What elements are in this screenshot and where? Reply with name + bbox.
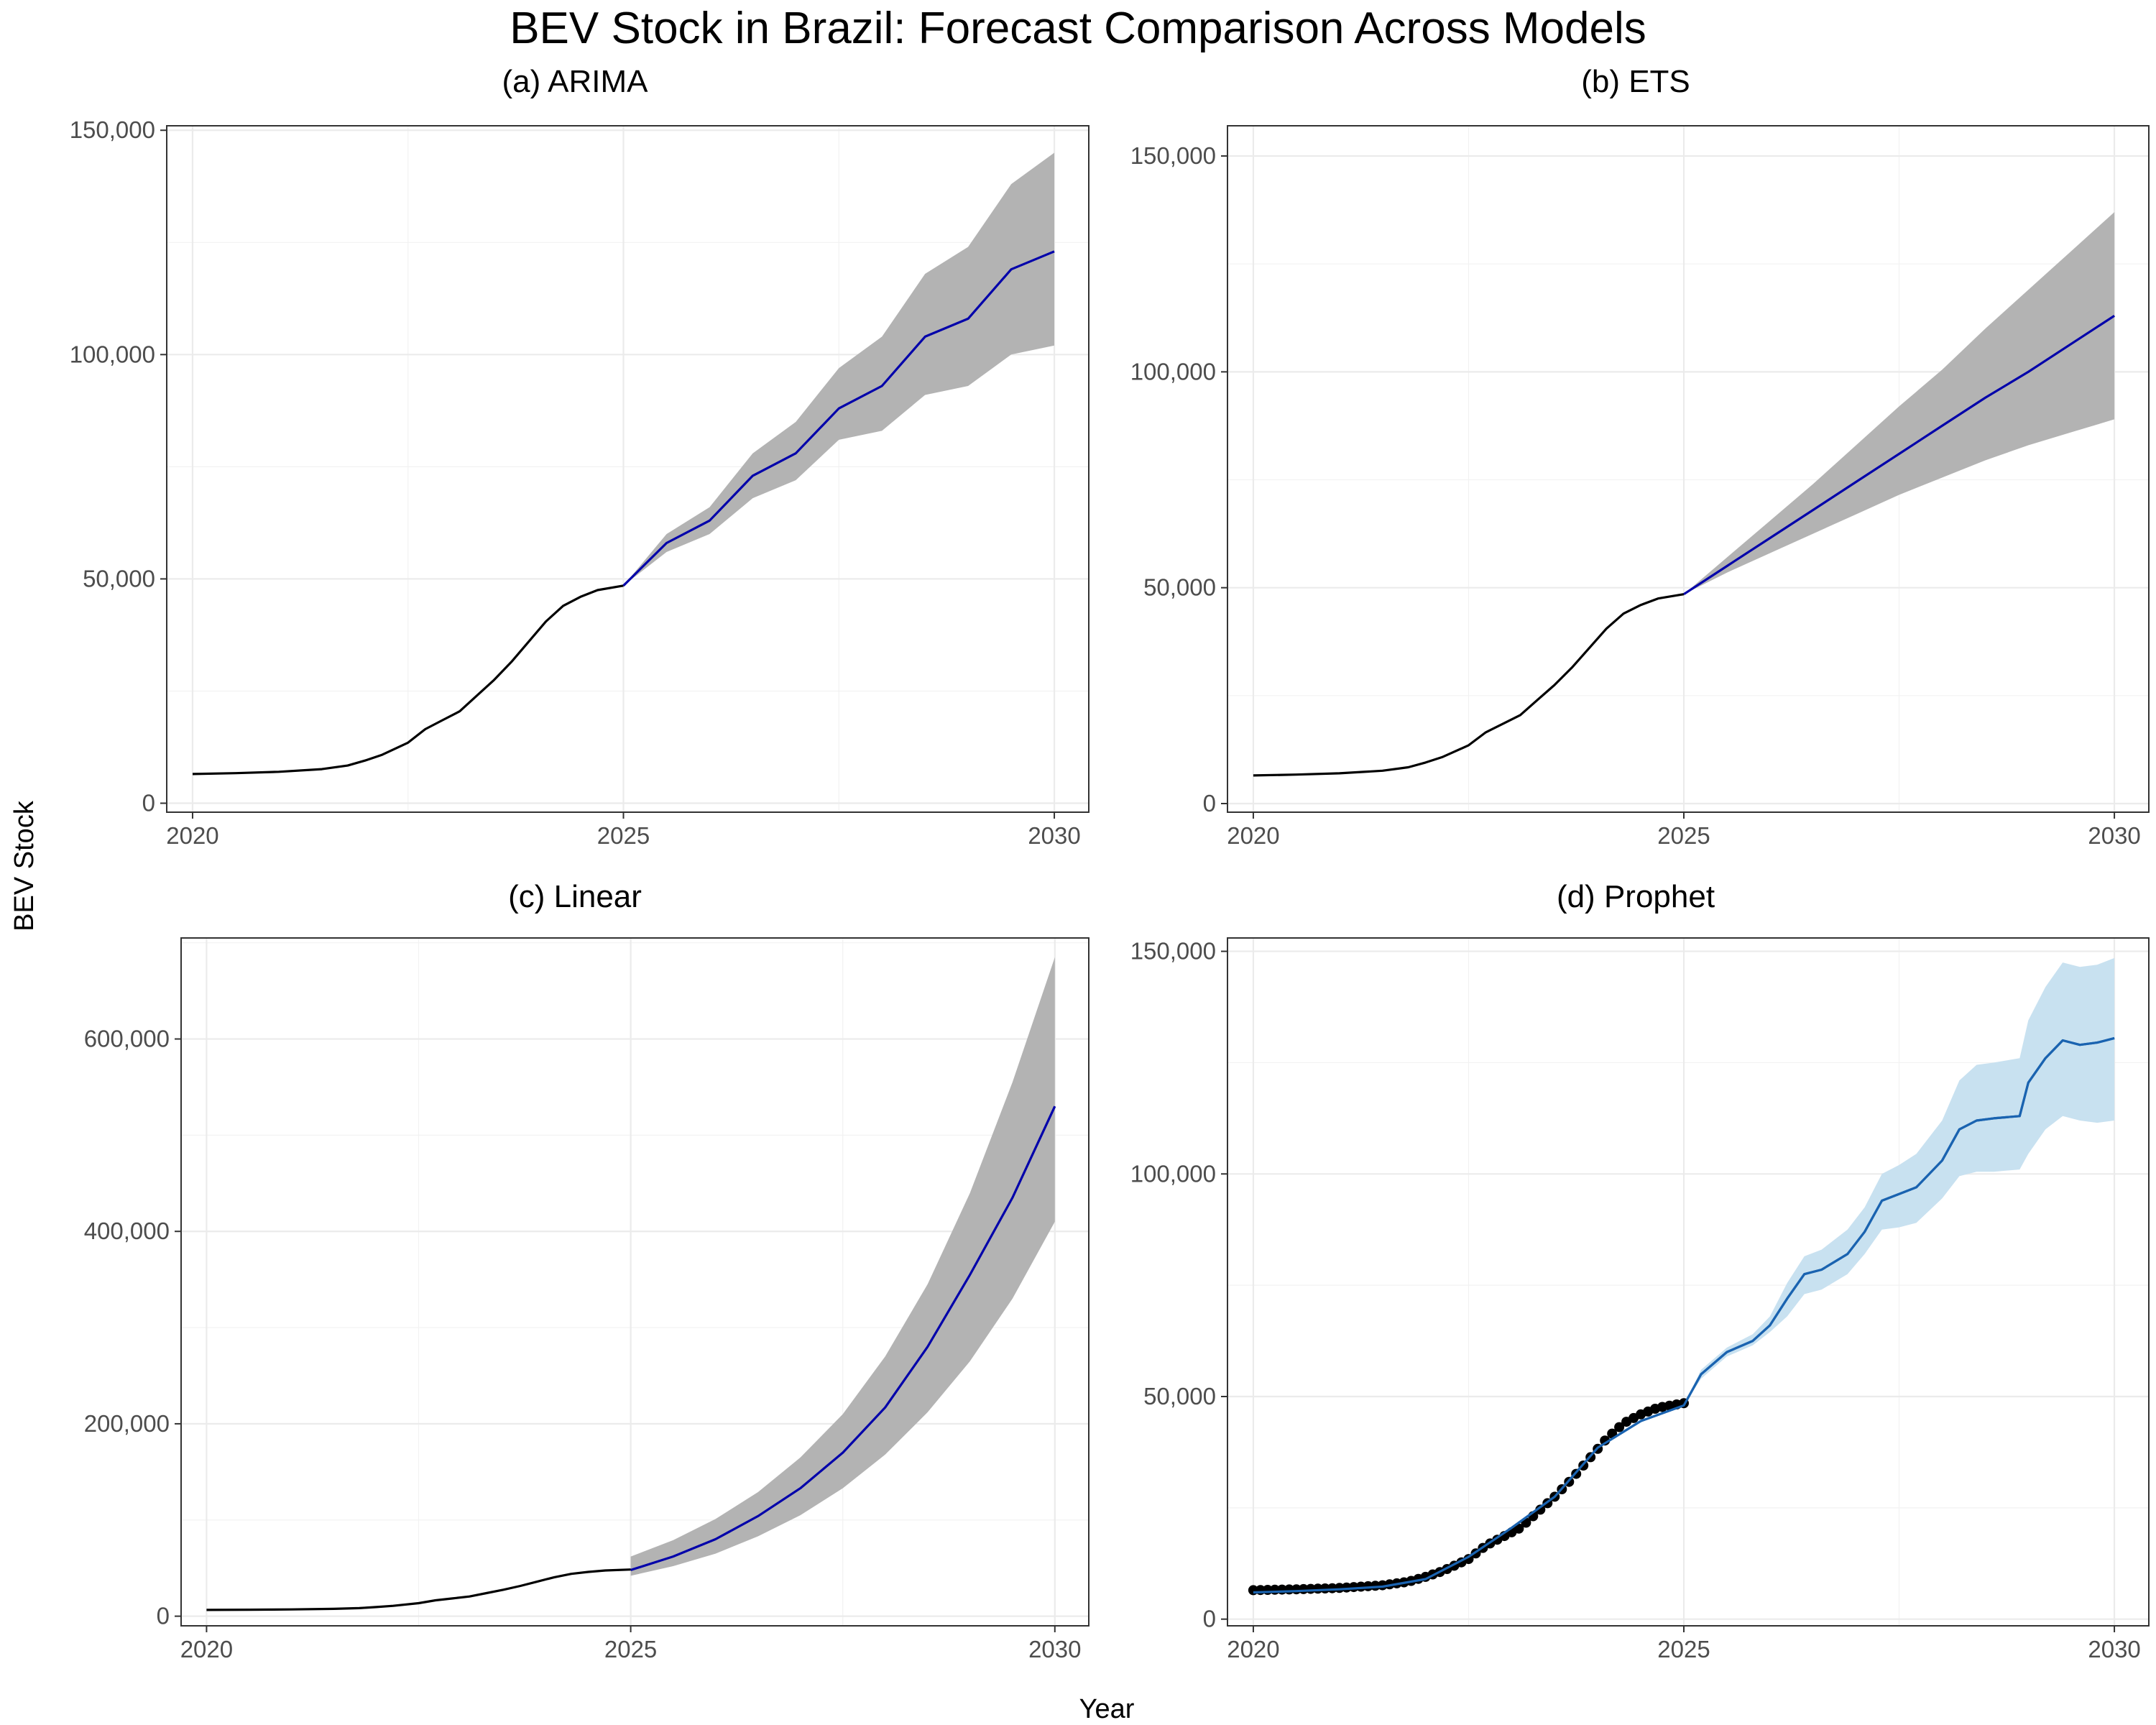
- panel-ets: (b) ETS 2020 2025 2030 0 50,000 100,000 150,00…: [1130, 64, 2150, 849]
- y-tick-label-linear: 600,000: [84, 1026, 170, 1052]
- confidence-band-prophet: [1253, 957, 2115, 1593]
- y-tick-label-arima: 150,000: [70, 116, 155, 143]
- panel-arima: (a) ARIMA 2020 2025 2030 0 50,000 100,000 150,…: [70, 64, 1089, 849]
- panel-title-arima: (a) ARIMA: [502, 64, 649, 99]
- x-tick-label-ets: 2025: [1657, 822, 1710, 849]
- x-tick-label-ets: 2030: [2088, 822, 2140, 849]
- y-tick-label-ets: 100,000: [1130, 358, 1216, 385]
- panel-title-linear: (c) Linear: [508, 879, 642, 914]
- x-tick-label-ets: 2020: [1227, 822, 1279, 849]
- observed-point-prophet: [1514, 1523, 1524, 1534]
- history-line-ets: [1253, 593, 1685, 777]
- panel-prophet: (d) Prophet 2020 2025 2030 0 50,000 100,000 15…: [1130, 879, 2150, 1662]
- y-tick-label-ets: 150,000: [1130, 142, 1216, 169]
- x-tick-label-linear: 2030: [1028, 1636, 1081, 1662]
- x-tick-label-prophet: 2020: [1227, 1636, 1279, 1662]
- fitted-line-prophet: [1253, 1036, 2115, 1594]
- y-tick-label-ets: 50,000: [1143, 574, 1216, 601]
- y-tick-label-linear: 0: [157, 1603, 170, 1629]
- x-tick-label-arima: 2030: [1028, 822, 1080, 849]
- history-line-linear: [206, 1568, 631, 1611]
- panel-title-ets: (b) ETS: [1581, 64, 1690, 99]
- y-tick-label-ets: 0: [1203, 790, 1216, 816]
- panel-border-ets: [1227, 125, 2150, 813]
- y-axis-title: BEV Stock: [9, 800, 40, 932]
- x-tick-label-linear: 2025: [604, 1636, 657, 1662]
- x-axis-title: Year: [1079, 1694, 1135, 1724]
- observed-point-prophet: [1614, 1422, 1625, 1432]
- x-tick-label-arima: 2020: [166, 822, 218, 849]
- forecast-line-linear: [630, 1105, 1056, 1571]
- y-tick-label-linear: 200,000: [84, 1410, 170, 1437]
- panel-background-ets: [1227, 126, 2149, 812]
- confidence-band-ets: [1684, 212, 2115, 594]
- x-tick-label-prophet: 2030: [2088, 1636, 2140, 1662]
- panel-linear: (c) Linear 2020 2025 2030 0 200,000 400,000 60…: [84, 879, 1089, 1662]
- panel-title-prophet: (d) Prophet: [1557, 879, 1715, 914]
- x-tick-label-arima: 2025: [597, 822, 650, 849]
- panel-border-linear: [180, 937, 1089, 1627]
- y-tick-label-arima: 50,000: [83, 565, 155, 592]
- panel-background-prophet: [1227, 938, 2149, 1626]
- panel-background-arima: [167, 126, 1089, 812]
- x-tick-label-prophet: 2025: [1657, 1636, 1710, 1662]
- forecast-line-ets: [1683, 314, 2115, 596]
- observed-point-prophet: [1463, 1554, 1474, 1565]
- y-tick-label-prophet: 150,000: [1130, 938, 1216, 965]
- y-tick-label-prophet: 100,000: [1130, 1160, 1216, 1187]
- confidence-band-arima: [623, 152, 1054, 586]
- history-line-arima: [192, 584, 624, 776]
- y-tick-label-linear: 400,000: [84, 1218, 170, 1244]
- y-tick-label-prophet: 50,000: [1143, 1383, 1216, 1409]
- y-tick-label-arima: 100,000: [70, 341, 155, 367]
- panel-border-prophet: [1227, 937, 2150, 1627]
- forecast-line-arima: [622, 250, 1055, 586]
- y-tick-label-arima: 0: [142, 790, 155, 816]
- observed-point-prophet: [1535, 1504, 1546, 1515]
- figure-title: BEV Stock in Brazil: Forecast Comparison…: [510, 4, 1646, 53]
- x-tick-label-linear: 2020: [180, 1636, 233, 1662]
- panel-border-arima: [166, 125, 1089, 813]
- y-tick-label-prophet: 0: [1203, 1606, 1216, 1632]
